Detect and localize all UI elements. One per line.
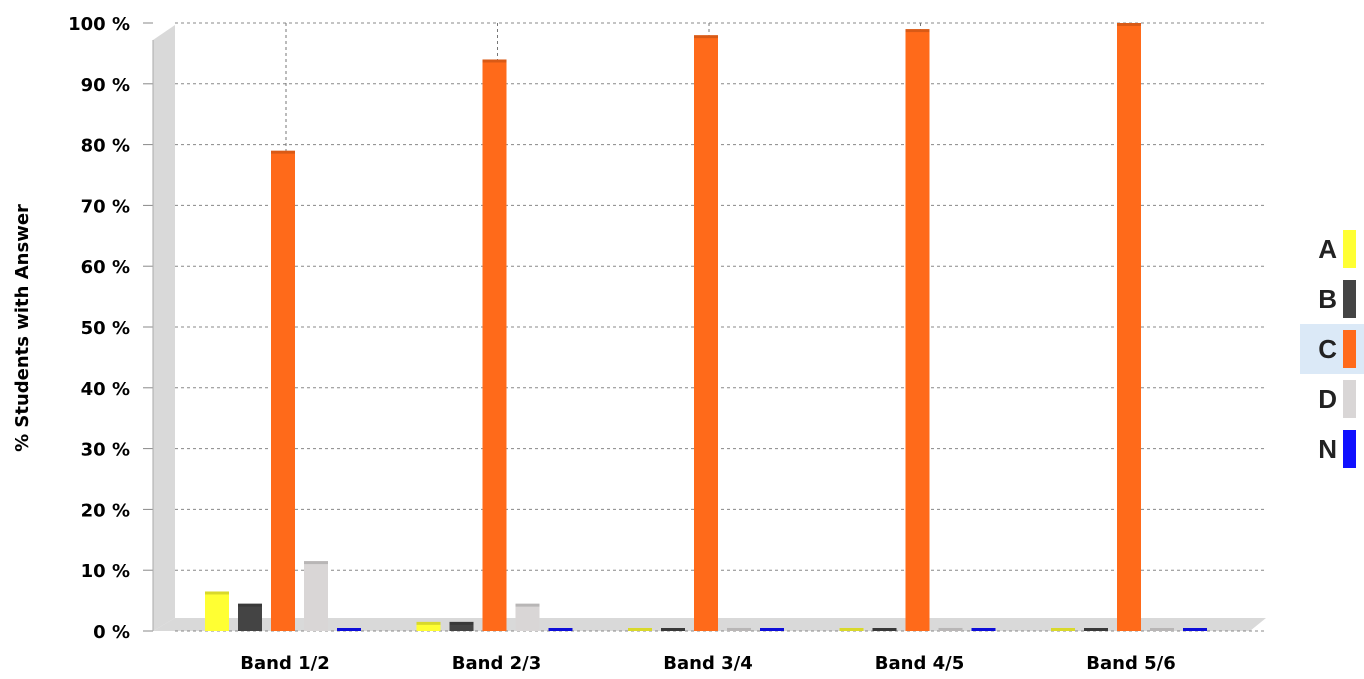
bar-c-5 xyxy=(1117,23,1141,631)
y-axis-label: % Students with Answer xyxy=(12,204,33,452)
legend-swatch xyxy=(1343,230,1356,268)
legend-label: A xyxy=(1318,233,1337,264)
legend-swatch xyxy=(1343,430,1356,468)
y-tick-label: 40 % xyxy=(81,379,130,400)
bar-c-3 xyxy=(694,35,718,632)
bar-top-cap xyxy=(872,628,897,631)
bar-a-2 xyxy=(416,621,441,631)
x-tick-label: Band 5/6 xyxy=(1086,653,1175,674)
y-tick-label: 90 % xyxy=(81,75,130,96)
y-tick-label: 50 % xyxy=(81,318,130,339)
bar-n-3 xyxy=(760,628,784,631)
bar-b-3 xyxy=(661,628,685,631)
y-axis-ticks: 0 % 10 % 20 % 30 % 40 % 50 % 60 % 70 % 80 % 90 % 1… xyxy=(68,14,154,643)
bar-a-4 xyxy=(839,628,864,631)
legend-label: C xyxy=(1318,333,1337,364)
x-tick-label: Band 1/2 xyxy=(240,653,329,674)
bar-top-cap xyxy=(482,59,507,63)
bar-c-1 xyxy=(271,150,295,631)
y-tick-label: 10 % xyxy=(81,561,130,582)
bar-top-cap xyxy=(1084,628,1108,631)
bar-top-cap xyxy=(760,628,784,631)
legend-label: B xyxy=(1318,283,1337,314)
y-tick-label: 0 % xyxy=(93,622,130,643)
bar-top-cap xyxy=(416,621,441,625)
bar-d-2 xyxy=(515,603,540,631)
bar-n-2 xyxy=(548,628,573,631)
bar-top-cap xyxy=(205,591,229,595)
legend-swatch xyxy=(1343,280,1356,318)
bar-n-1 xyxy=(337,628,361,631)
legend-item-d[interactable]: D xyxy=(1300,374,1364,424)
y-tick-label: 70 % xyxy=(81,196,130,217)
bar-top-cap xyxy=(694,35,718,39)
bar-d-3 xyxy=(727,627,751,631)
bar-top-cap xyxy=(304,561,328,565)
bar-top-cap xyxy=(238,603,262,607)
bar-top-cap xyxy=(839,628,864,631)
legend-swatch xyxy=(1343,380,1356,418)
bar-b-1 xyxy=(238,603,262,631)
bar-top-cap xyxy=(1183,628,1207,631)
bar-top-cap xyxy=(661,628,685,631)
bar-b-5 xyxy=(1084,628,1108,631)
y-tick-label: 100 % xyxy=(68,14,130,35)
legend-item-n[interactable]: N xyxy=(1300,424,1364,474)
y-tick-label: 80 % xyxy=(81,136,130,157)
bar-d-1 xyxy=(304,561,328,631)
bar-top-cap xyxy=(515,603,540,607)
bar-top-cap xyxy=(1117,23,1141,26)
bar-top-cap xyxy=(905,29,930,33)
y-tick-label: 60 % xyxy=(81,257,130,278)
bar-top-cap xyxy=(337,628,361,631)
legend-label: N xyxy=(1318,433,1337,464)
bar-a-3 xyxy=(628,628,652,631)
x-axis-tick-labels: Band 1/2 Band 2/3 Band 3/4 Band 4/5 Band 5/6 xyxy=(240,653,1175,674)
bar-top-cap xyxy=(971,628,996,631)
legend-label: D xyxy=(1318,383,1337,414)
y-tick-label: 20 % xyxy=(81,500,130,521)
bar-d-5 xyxy=(1150,628,1174,631)
bar-c-2 xyxy=(482,59,507,632)
bar-top-cap xyxy=(1051,628,1075,631)
bar-top-cap xyxy=(727,627,751,631)
bar-a-1 xyxy=(205,591,229,631)
legend-item-c[interactable]: C xyxy=(1300,324,1364,374)
bar-top-cap xyxy=(1150,628,1174,631)
bar-top-cap xyxy=(938,627,963,631)
bar-n-4 xyxy=(971,628,996,631)
x-tick-label: Band 2/3 xyxy=(452,653,541,674)
bar-n-5 xyxy=(1183,628,1207,631)
bar-a-5 xyxy=(1051,628,1075,631)
bars xyxy=(205,23,1207,632)
bar-top-cap xyxy=(628,628,652,631)
legend-item-b[interactable]: B xyxy=(1300,274,1364,324)
bar-top-cap xyxy=(449,621,474,625)
legend-swatch xyxy=(1343,330,1356,368)
x-tick-label: Band 3/4 xyxy=(663,653,752,674)
bar-top-cap xyxy=(271,150,295,154)
bar-b-4 xyxy=(872,628,897,631)
bar-d-4 xyxy=(938,627,963,631)
grid-lines xyxy=(175,22,1266,632)
bar-c-4 xyxy=(905,29,930,631)
legend-item-a[interactable]: A xyxy=(1300,224,1364,274)
chart-3d-left-wall xyxy=(153,25,175,631)
bar-top-cap xyxy=(548,628,573,631)
x-tick-label: Band 4/5 xyxy=(875,653,964,674)
bar-b-2 xyxy=(449,621,474,631)
y-tick-label: 30 % xyxy=(81,440,130,461)
